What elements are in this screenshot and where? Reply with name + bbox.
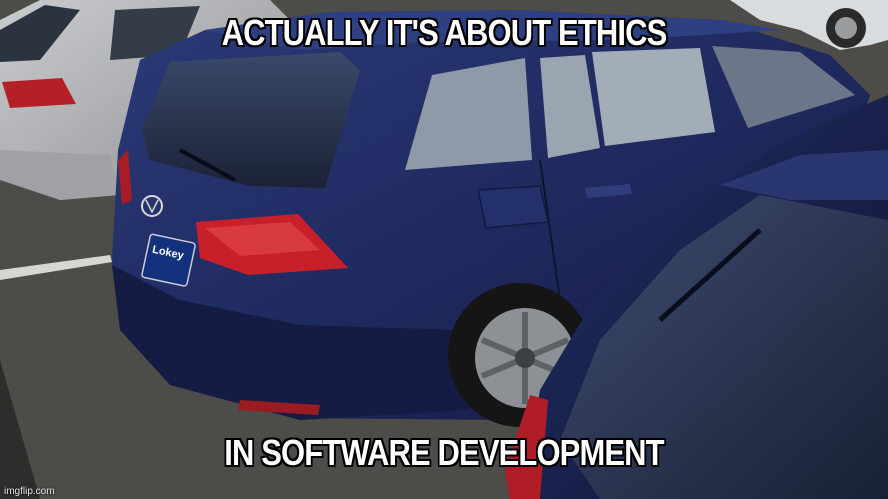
silver-car-bumper <box>0 150 118 200</box>
taillight-highlight <box>205 222 320 256</box>
navy-wagon-bumper <box>112 265 470 420</box>
bumper-reflector <box>238 400 320 415</box>
foreground-car-spoiler <box>720 150 888 200</box>
fuel-door <box>477 185 549 229</box>
door-line <box>539 159 561 301</box>
license-plate-frame: Lokey <box>141 233 196 287</box>
navy-wagon-roof <box>205 10 780 50</box>
meme-top-text: ACTUALLY IT'S ABOUT ETHICS <box>221 12 668 53</box>
navy-wagon-left-taillight <box>118 150 132 205</box>
foreground-car-rear-window <box>560 195 888 499</box>
navy-wagon-side-window-1 <box>405 58 532 170</box>
meme-bottom-text: IN SOFTWARE DEVELOPMENT <box>224 432 664 473</box>
imgflip-watermark: imgflip.com <box>4 486 55 497</box>
curb-shadow <box>0 360 40 499</box>
parking-line <box>0 255 112 280</box>
silver-car-taillight <box>2 78 76 108</box>
silver-car-rear-window <box>0 5 80 62</box>
rear-wiper <box>179 148 236 182</box>
navy-wagon-side-window-2 <box>540 55 600 158</box>
vw-logo <box>141 195 163 217</box>
vw-logo-mark <box>145 199 159 214</box>
door-handle <box>585 184 632 198</box>
rim-hub <box>515 348 535 368</box>
foreground-car-wiper <box>658 228 762 322</box>
background-suv-rim <box>835 17 857 39</box>
navy-wagon-side-window-3 <box>592 48 715 146</box>
foreground-car-taillight <box>505 395 548 499</box>
navy-wagon-rear-window <box>142 52 360 188</box>
navy-wagon-side-window-4 <box>712 46 855 128</box>
